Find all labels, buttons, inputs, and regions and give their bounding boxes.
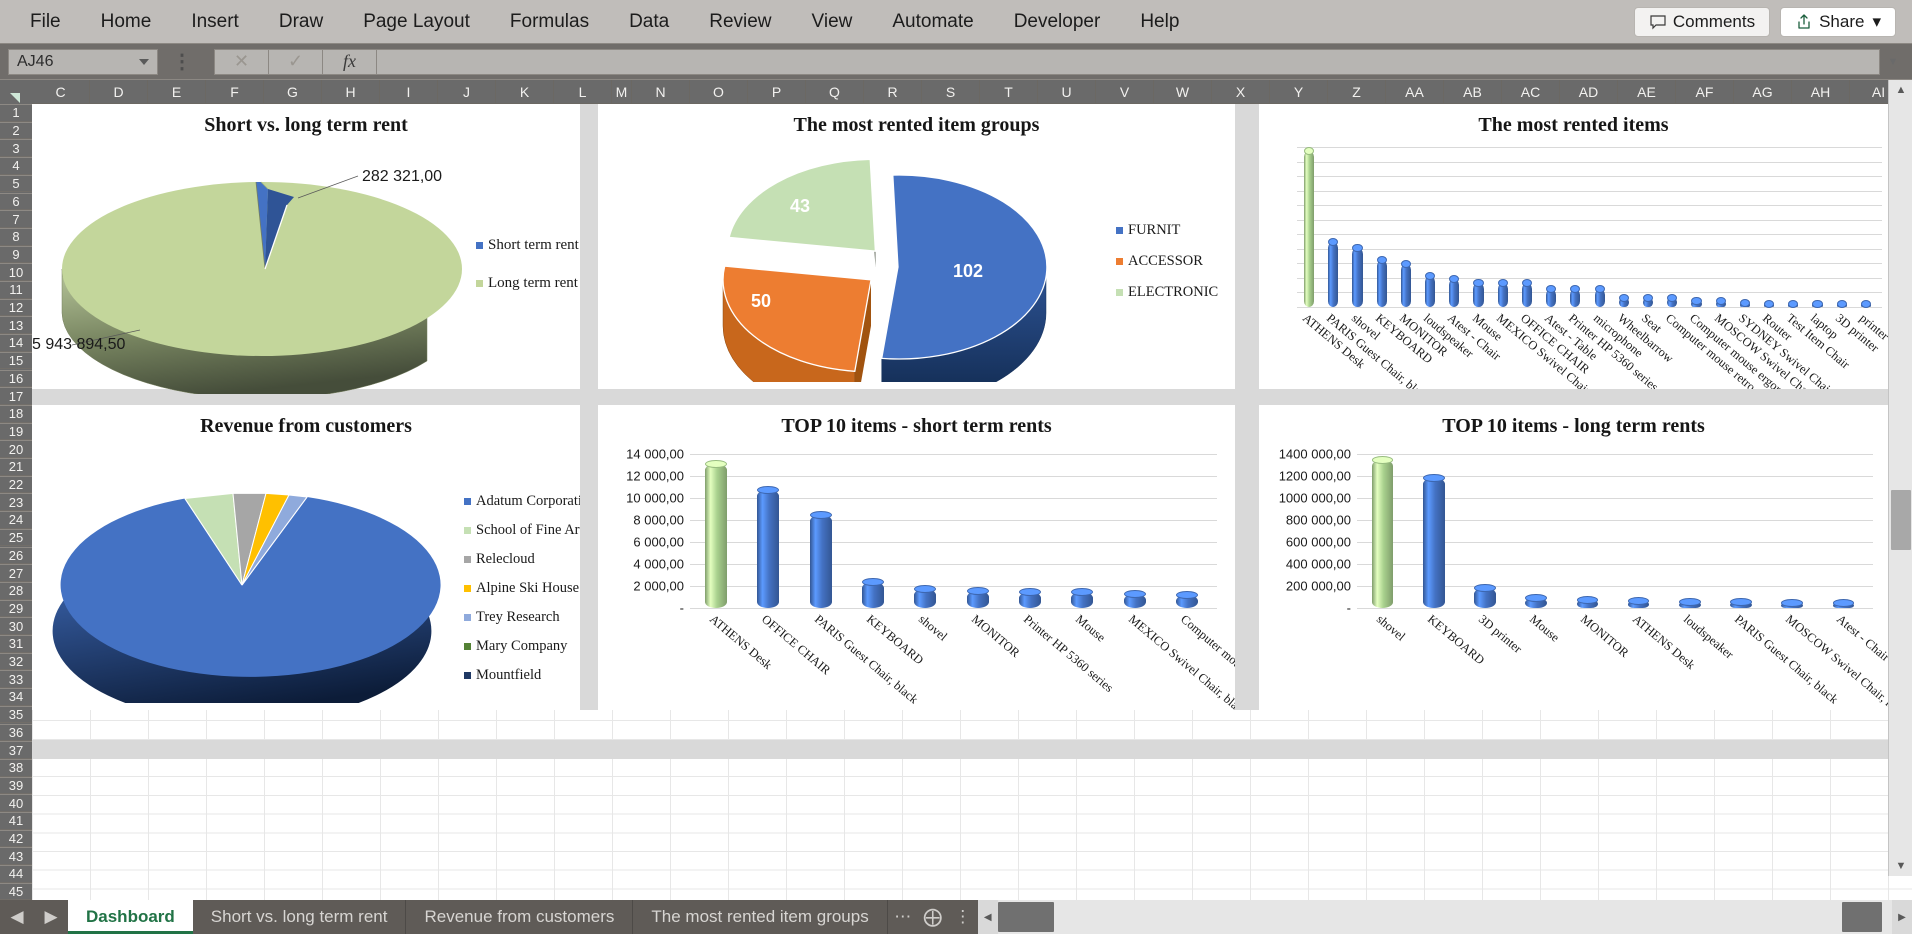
- svg-text:43: 43: [790, 196, 810, 216]
- svg-text:School of Fine Art: School of Fine Art: [476, 522, 580, 538]
- svg-text:Short term rent: Short term rent: [488, 237, 580, 253]
- svg-text:50: 50: [751, 291, 771, 311]
- svg-text:102: 102: [953, 261, 983, 281]
- svg-text:ELECTRONIC: ELECTRONIC: [1128, 284, 1218, 300]
- svg-text:282 321,00: 282 321,00: [362, 168, 442, 185]
- svg-text:Relecloud: Relecloud: [476, 551, 536, 567]
- svg-text:Mountfield: Mountfield: [476, 667, 542, 683]
- svg-text:Long term rent: Long term rent: [488, 275, 579, 291]
- svg-text:Mary Company: Mary Company: [476, 638, 568, 654]
- svg-text:Adatum Corporation: Adatum Corporation: [476, 493, 580, 509]
- svg-text:Trey Research: Trey Research: [476, 609, 560, 625]
- svg-text:5 943 894,50: 5 943 894,50: [32, 336, 126, 353]
- svg-text:ACCESSOR: ACCESSOR: [1128, 253, 1203, 269]
- svg-text:Alpine Ski House: Alpine Ski House: [476, 580, 579, 596]
- svg-text:FURNIT: FURNIT: [1128, 222, 1181, 238]
